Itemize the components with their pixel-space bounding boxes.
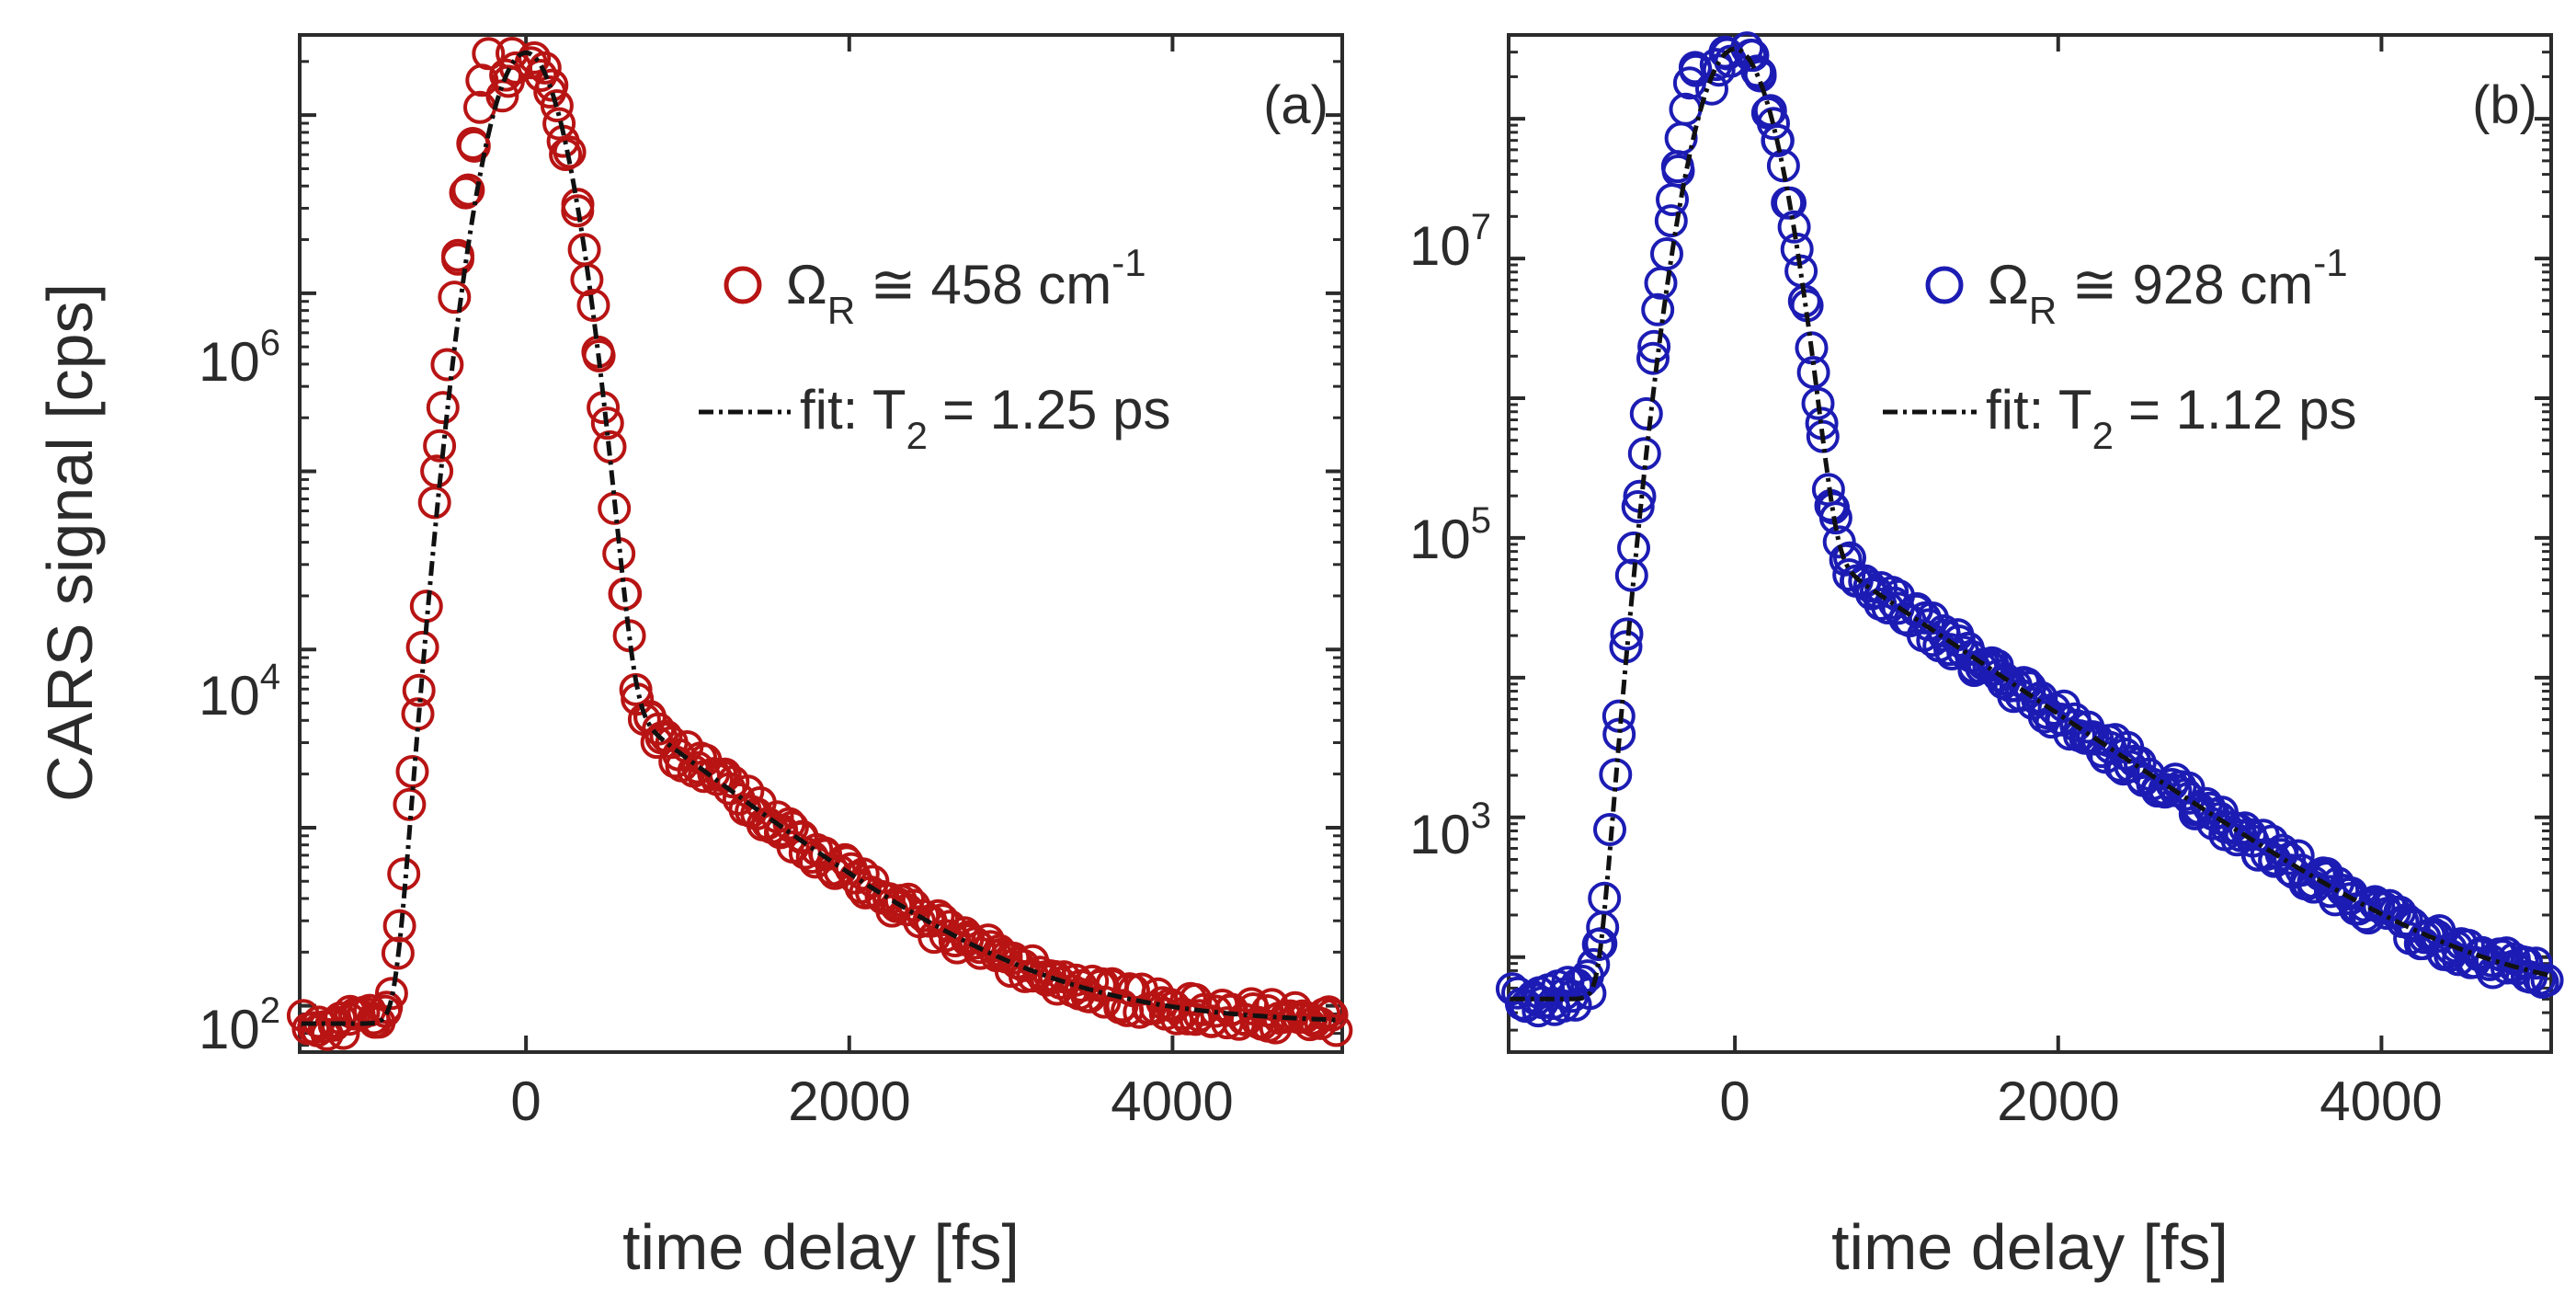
panel-b-data-point <box>1636 341 1670 375</box>
panel-a-data-point <box>457 129 491 163</box>
panel-b-data-point <box>1593 813 1626 846</box>
panel-b-data-point <box>1761 123 1795 157</box>
panel-a-data-point <box>441 238 474 272</box>
panel-a-fit-line <box>301 50 1340 1026</box>
panel-a-data-point <box>582 338 616 372</box>
panel-a-data-point <box>438 280 472 315</box>
panel-b-data-point <box>1614 558 1648 592</box>
panel-b-data-point <box>2389 903 2423 937</box>
panel-b-ticks <box>1509 35 2551 1052</box>
panel-a-data-point <box>921 899 955 933</box>
panel-a-data-point <box>542 107 576 141</box>
panel-b-legend-series-label: ΩR ≅ 928 cm-1 <box>1988 241 2348 332</box>
panel-a-xtick-label: 2000 <box>788 1070 910 1132</box>
panel-b-data-point <box>1610 617 1644 651</box>
panel-a-data-point <box>1179 1002 1213 1036</box>
panel-a-data-point <box>570 263 604 296</box>
panel-a-data-point <box>775 810 809 844</box>
panel-b-data-point <box>1736 39 1770 73</box>
panel-a: (a) 102 104 106 0 2000 4000 time delay [… <box>34 33 1353 1283</box>
panel-a-data-point <box>423 429 457 463</box>
panel-b-data-point <box>1833 541 1866 575</box>
panel-b-legend-marker <box>1925 266 1964 304</box>
panel-a-data-point <box>426 391 460 425</box>
panel-b-data-point <box>1818 501 1852 535</box>
panel-b-data-point <box>1743 59 1777 93</box>
panel-a-data-point <box>1319 1013 1353 1047</box>
panel-b-data-point <box>1757 107 1790 141</box>
panel-a-data-point <box>417 486 451 520</box>
panel-b-data-point <box>1584 927 1618 961</box>
panel-b-xtick-label: 2000 <box>1997 1070 2119 1132</box>
panel-b-data-point <box>1641 292 1675 326</box>
panel-a-data-point <box>553 135 587 169</box>
panel-a-legend-marker <box>724 266 762 304</box>
panel-a-scatter <box>286 37 1353 1051</box>
panel-b-ytick-label: 105 <box>1409 500 1491 570</box>
panel-a-data-point <box>576 289 610 322</box>
panel-b-data-point <box>2530 963 2564 997</box>
panel-a-xtick-label: 4000 <box>1111 1070 1233 1132</box>
panel-a-data-point <box>420 454 454 488</box>
panel-a-ylabel: CARS signal [cps] <box>34 283 106 802</box>
panel-b-legend-fit-label: fit: T2 = 1.12 ps <box>1986 379 2356 457</box>
panel-a-data-point <box>374 977 408 1011</box>
panel-b-data-point <box>1777 210 1811 244</box>
panel-a-data-point <box>382 909 416 943</box>
panel-b-xtick-label: 4000 <box>2320 1070 2442 1132</box>
panel-a-data-point <box>1088 985 1122 1019</box>
panel-a-data-point <box>540 89 574 122</box>
panel-b-data-point <box>1801 386 1835 420</box>
panel-b-data-point <box>1740 54 1774 88</box>
panel-b-xtick-label: 0 <box>1719 1070 1750 1132</box>
panel-b-data-point <box>1661 154 1695 188</box>
panel-a-data-point <box>395 755 429 788</box>
panel-b-ytick-label: 107 <box>1409 207 1491 277</box>
panel-b-legend: ΩR ≅ 928 cm-1 fit: T2 = 1.12 ps <box>1883 241 2356 457</box>
panel-a-data-point <box>370 990 404 1025</box>
panel-a-data-point <box>1315 998 1349 1032</box>
panel-b-data-point <box>2519 946 2553 980</box>
panel-a-data-point <box>430 348 464 382</box>
panel-a-data-point <box>485 79 519 113</box>
panel-a-xlabel: time delay [fs] <box>622 1211 1020 1283</box>
panel-b-data-point <box>2466 937 2499 971</box>
panel-b-data-point <box>1796 356 1830 389</box>
panel-b: (b) 103 105 107 0 2000 4000 time delay [… <box>1409 31 2564 1283</box>
panel-a-legend-fit-label: fit: T2 = 1.25 ps <box>800 379 1170 457</box>
panel-b-data-point <box>1753 94 1787 128</box>
panel-a-data-point <box>528 51 562 85</box>
panel-a-data-point <box>472 37 506 71</box>
panel-a-data-point <box>590 406 624 441</box>
panel-a-data-point <box>402 673 436 707</box>
panel-a-label: (a) <box>1263 75 1328 135</box>
panel-a-data-point <box>451 173 485 207</box>
panel-b-plot-area <box>1507 33 2553 1054</box>
panel-a-plot-area <box>298 33 1344 1054</box>
panel-b-data-point <box>1629 396 1663 430</box>
panel-b-xlabel: time delay [fs] <box>1831 1211 2228 1283</box>
panel-a-legend: ΩR ≅ 458 cm-1 fit: T2 = 1.25 ps <box>699 241 1170 457</box>
panel-a-ytick-label: 104 <box>199 657 280 727</box>
panel-b-data-point <box>1637 329 1671 363</box>
panel-a-data-point <box>535 68 569 102</box>
panel-a-data-point <box>940 931 975 965</box>
panel-a-xtick-label: 0 <box>510 1070 541 1132</box>
panel-b-data-point <box>1621 490 1655 523</box>
panel-a-ytick-label: 102 <box>199 990 280 1060</box>
panel-b-fit-line <box>1510 46 2549 1002</box>
panel-a-legend-series-label: ΩR ≅ 458 cm-1 <box>786 241 1146 332</box>
panel-b-data-point <box>1650 237 1683 270</box>
panel-b-data-point <box>1588 881 1622 915</box>
panel-a-ytick-label: 106 <box>199 323 280 393</box>
panel-a-data-point <box>1312 995 1346 1029</box>
panel-b-data-point <box>1654 204 1688 238</box>
panel-b-label: (b) <box>2472 75 2537 135</box>
panel-a-data-point <box>381 936 415 970</box>
panel-b-ytick-label: 103 <box>1409 796 1491 865</box>
panel-a-data-point <box>449 176 483 210</box>
panel-b-data-point <box>1832 558 1866 591</box>
